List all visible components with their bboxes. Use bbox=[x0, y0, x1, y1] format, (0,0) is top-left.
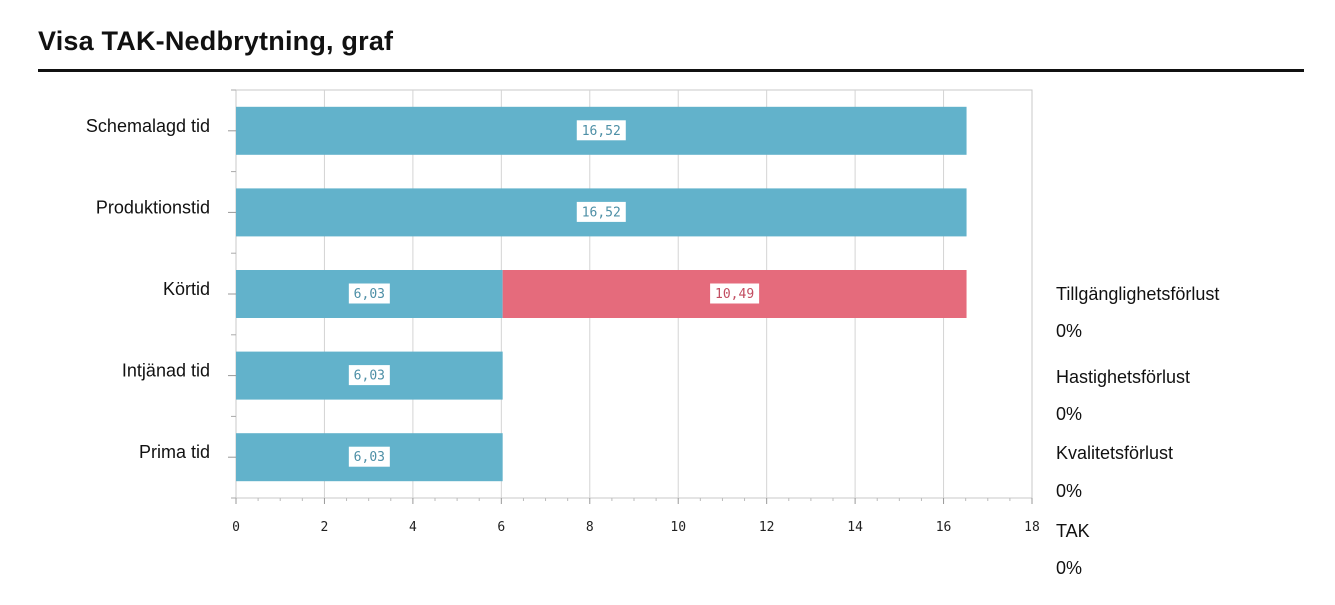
data-label-box bbox=[347, 364, 391, 387]
data-label-box bbox=[347, 282, 391, 305]
title-divider bbox=[38, 69, 1304, 72]
data-label: 6,03 bbox=[354, 450, 385, 465]
category-label: Intjänad tid bbox=[122, 361, 210, 381]
data-label-box bbox=[575, 200, 627, 223]
category-label: Schemalagd tid bbox=[86, 116, 210, 136]
category-label: Prima tid bbox=[139, 442, 210, 462]
x-tick-label: 0 bbox=[232, 520, 240, 535]
x-tick-label: 8 bbox=[586, 520, 594, 535]
x-tick-label: 16 bbox=[936, 520, 952, 535]
metric-name-speed-loss: Hastighetsförlust bbox=[1056, 367, 1191, 387]
data-label: 6,03 bbox=[354, 369, 385, 384]
x-tick-label: 2 bbox=[321, 520, 329, 535]
metric-name-quality-loss: Kvalitetsförlust bbox=[1056, 443, 1174, 463]
tak-breakdown-chart: 0 2 4 6 8 10 12 14 16 18 Schemalagd tid Produktions… bbox=[86, 89, 1040, 535]
data-label: 10,49 bbox=[715, 287, 754, 302]
data-label-box bbox=[347, 445, 391, 468]
category-label: Produktionstid bbox=[96, 197, 210, 217]
x-tick-label: 6 bbox=[497, 520, 505, 535]
x-tick-label: 10 bbox=[670, 520, 686, 535]
metric-value-quality-loss: 0% bbox=[1056, 481, 1083, 501]
x-tick-label: 12 bbox=[759, 520, 775, 535]
data-label-box bbox=[709, 282, 761, 305]
metric-value-availability-loss: 0% bbox=[1056, 321, 1083, 341]
metric-name-tak: TAK bbox=[1056, 521, 1090, 541]
x-tick-label: 4 bbox=[409, 520, 417, 535]
data-label-box bbox=[575, 119, 627, 142]
category-label: Körtid bbox=[163, 279, 210, 299]
data-label: 16,52 bbox=[582, 124, 621, 139]
metric-value-speed-loss: 0% bbox=[1056, 404, 1083, 424]
data-label: 6,03 bbox=[354, 287, 385, 302]
x-tick-label: 18 bbox=[1024, 520, 1040, 535]
data-label: 16,52 bbox=[582, 205, 621, 220]
page-title: Visa TAK-Nedbrytning, graf bbox=[38, 26, 394, 56]
metric-value-tak: 0% bbox=[1056, 558, 1083, 578]
x-tick-label: 14 bbox=[847, 520, 863, 535]
metric-name-availability-loss: Tillgänglighetsförlust bbox=[1056, 284, 1220, 304]
